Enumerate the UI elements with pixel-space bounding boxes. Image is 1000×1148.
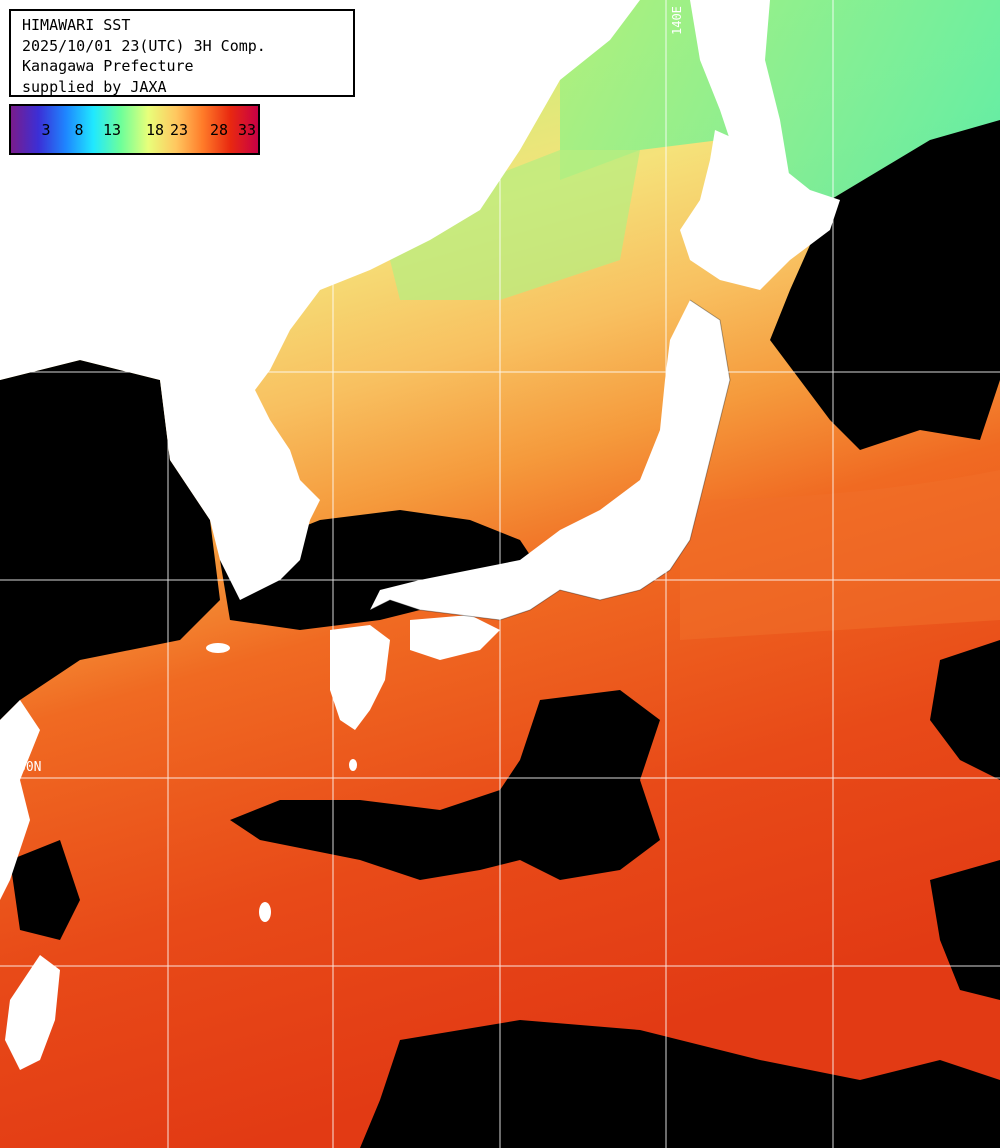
taiwan [5,955,60,1070]
china-coast [0,700,40,900]
legend-tick-33: 33 [237,121,257,139]
lat-label-30n: 30N [18,760,42,775]
info-box: HIMAWARI SST 2025/10/01 23(UTC) 3H Comp.… [9,9,355,97]
legend-tick-13: 13 [102,121,122,139]
shikoku [410,615,500,660]
info-region: Kanagawa Prefecture [22,57,194,75]
legend-tick-18: 18 [145,121,165,139]
color-scale-bar [11,106,258,153]
legend-tick-3: 3 [41,121,51,139]
warm-water-southeast [680,470,1000,640]
kyushu [330,625,390,730]
legend-tick-8: 8 [74,121,84,139]
info-source: supplied by JAXA [22,77,167,96]
lon-label-140e: 140E [670,6,684,35]
cloud-cover [0,120,1000,1148]
info-date: 2025/10/01 23(UTC) 3H Comp. [22,36,266,55]
color-scale-legend: 3 8 13 18 23 28 33 [9,104,260,155]
legend-tick-23: 23 [169,121,189,139]
lat-label-40n: 40N [18,352,42,367]
hokkaido [680,130,840,290]
cool-water-west [380,150,640,300]
honshu [370,300,730,620]
color-scale-labels: 3 8 13 18 23 28 33 [11,121,258,141]
info-title: HIMAWARI SST [22,16,131,34]
legend-tick-28: 28 [209,121,229,139]
